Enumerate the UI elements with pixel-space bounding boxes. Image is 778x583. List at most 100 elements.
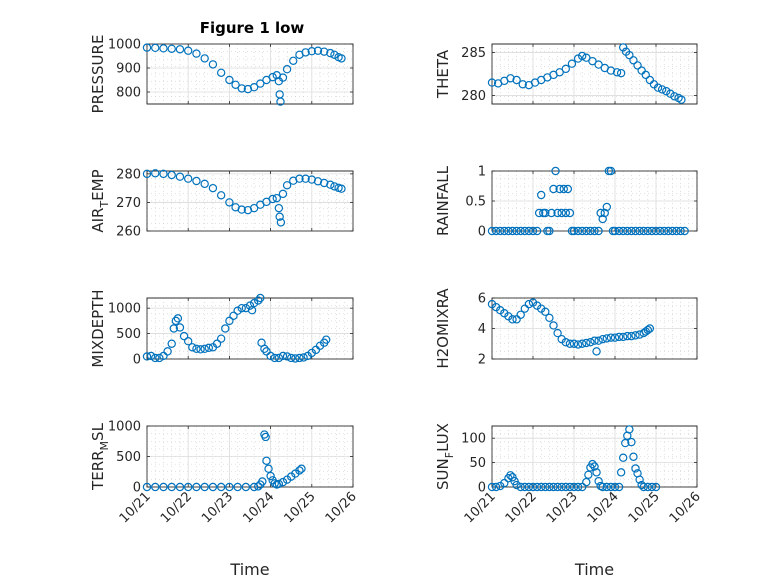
data-point (619, 332, 628, 342)
y-axis-label: H2OMIXRA (434, 288, 452, 369)
data-point (590, 336, 599, 345)
data-point (586, 226, 595, 236)
subplot-top-right: 280 285 THETA (434, 43, 698, 105)
data-point (573, 54, 583, 63)
data-point (510, 476, 519, 486)
data-point (600, 208, 609, 218)
data-point (272, 193, 281, 203)
subplot-mid-left: 260 270 280 AIRTEMP (89, 167, 354, 240)
y-tick-label: 6 (478, 292, 486, 307)
data-point (262, 456, 271, 465)
y-tick-label: 50 (469, 456, 486, 471)
data-point (225, 482, 234, 492)
data-point (629, 56, 638, 65)
data-point (643, 325, 653, 335)
data-point (307, 175, 316, 184)
data-point (606, 66, 616, 75)
data-point (635, 475, 644, 484)
data-point (200, 179, 209, 189)
data-point (598, 214, 607, 224)
data-point (524, 482, 534, 492)
data-point (606, 166, 616, 176)
data-point (524, 299, 534, 309)
data-point (163, 347, 172, 356)
data-point (500, 478, 509, 488)
data-point (643, 482, 653, 492)
data-point (524, 226, 534, 236)
data-point (256, 293, 265, 303)
data-point (260, 344, 269, 354)
data-point (142, 43, 152, 52)
axes-frame (146, 170, 354, 232)
data-point (516, 226, 525, 236)
data-point (541, 208, 550, 218)
data-point (278, 73, 288, 82)
data-point (319, 47, 329, 56)
data-point (183, 482, 193, 492)
data-point (672, 226, 681, 236)
data-point (528, 226, 538, 236)
data-point (151, 169, 160, 178)
data-point (573, 226, 583, 236)
data-point (142, 482, 152, 492)
data-point (537, 190, 546, 200)
y-tick-label: 1 (478, 165, 486, 180)
data-point (249, 203, 259, 213)
subplot-mid-right: 0 0.5 1 RAINFALL (434, 165, 698, 240)
axes-frame (146, 43, 354, 105)
data-point (274, 203, 284, 213)
data-point (602, 202, 612, 212)
data-point (508, 226, 517, 236)
data-point (295, 466, 304, 475)
x-tick-label: 10/24 (585, 489, 622, 526)
data-point (666, 89, 675, 98)
data-point (204, 343, 213, 353)
data-point (266, 471, 275, 481)
data-point (619, 453, 628, 462)
data-point (563, 184, 573, 194)
data-point (610, 226, 620, 236)
data-point (557, 482, 566, 492)
data-point (660, 226, 669, 236)
y-axis-label: RAINFALL (434, 165, 452, 236)
data-point (237, 205, 246, 214)
data-point (142, 352, 152, 361)
data-point (670, 92, 679, 101)
data-point (584, 470, 593, 479)
data-point (627, 331, 636, 341)
data-point (651, 226, 661, 236)
data-point (175, 45, 185, 54)
data-point (578, 339, 587, 348)
data-point (183, 337, 193, 346)
data-point (651, 482, 661, 492)
data-point (179, 331, 189, 341)
data-point (594, 226, 603, 236)
axes-background (491, 425, 698, 488)
data-point (487, 78, 497, 87)
x-tick-label: 10/22 (503, 489, 540, 526)
data-point (233, 482, 242, 492)
data-point (175, 172, 185, 181)
y-tick-label: 280 (461, 89, 486, 104)
y-tick-label: 0 (478, 225, 486, 240)
data-point (216, 191, 226, 200)
data-point (590, 462, 599, 471)
data-point (631, 226, 640, 236)
data-point (268, 72, 277, 82)
data-point (602, 334, 612, 343)
data-point (549, 482, 558, 492)
data-point (491, 482, 501, 492)
data-point (627, 437, 636, 447)
data-point (677, 95, 686, 104)
data-point (528, 482, 538, 492)
data-point (337, 184, 346, 193)
data-point (594, 476, 603, 486)
data-point (192, 482, 201, 492)
data-point (534, 208, 544, 218)
data-point (326, 180, 335, 189)
data-point (270, 479, 279, 488)
data-point (512, 75, 521, 85)
data-point (216, 482, 226, 492)
